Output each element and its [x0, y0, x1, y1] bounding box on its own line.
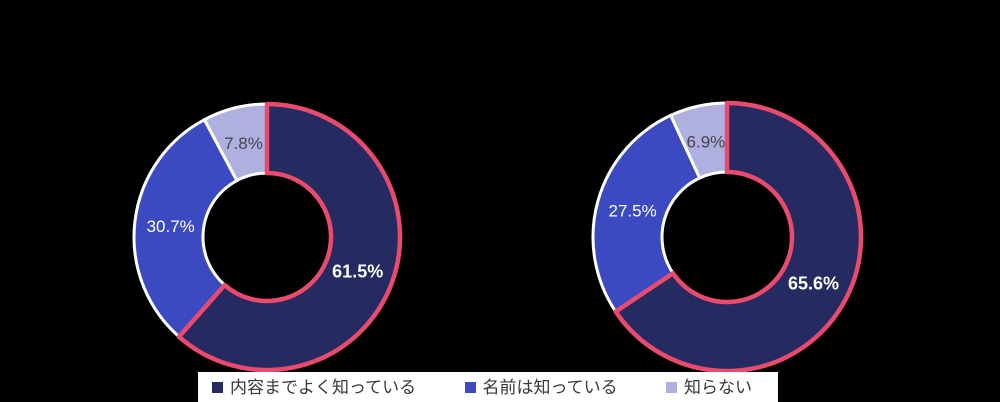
segment-value-label: 65.6%: [788, 273, 839, 293]
legend-swatch-navy: [212, 381, 223, 393]
donut-chart-left: 61.5% 30.7% 7.8%: [128, 98, 406, 381]
legend-label-know-well: 内容までよく知っている: [230, 377, 417, 397]
chart-legend: 内容までよく知っている 名前は知っている 知らない: [198, 372, 778, 402]
donut-chart-right: 65.6% 27.5% 6.9%: [587, 97, 867, 382]
legend-item-know-name: 名前は知っている: [464, 377, 618, 397]
legend-swatch-blue: [464, 381, 476, 393]
legend-label-know-name: 名前は知っている: [482, 377, 618, 397]
segment-value-label: 27.5%: [608, 202, 656, 221]
legend-item-know-well: 内容までよく知っている: [212, 379, 416, 396]
segment-value-label: 30.7%: [147, 217, 195, 236]
legend-swatch-lavender: [666, 381, 677, 393]
donut-svg: 65.6% 27.5% 6.9%: [591, 100, 864, 374]
segment-value-label: 7.8%: [224, 134, 263, 153]
donut-segment-blue: [591, 113, 702, 314]
segment-value-label: 6.9%: [687, 132, 726, 151]
legend-label-dont-know: 知らない: [684, 377, 752, 397]
donut-segment-highlighted: [176, 101, 403, 373]
donut-segment-highlighted: [613, 100, 864, 374]
segment-value-label: 61.5%: [332, 262, 383, 282]
donut-segment-blue: [132, 118, 239, 339]
legend-item-dont-know: 知らない: [666, 379, 752, 396]
donut-svg: 61.5% 30.7% 7.8%: [132, 101, 403, 373]
